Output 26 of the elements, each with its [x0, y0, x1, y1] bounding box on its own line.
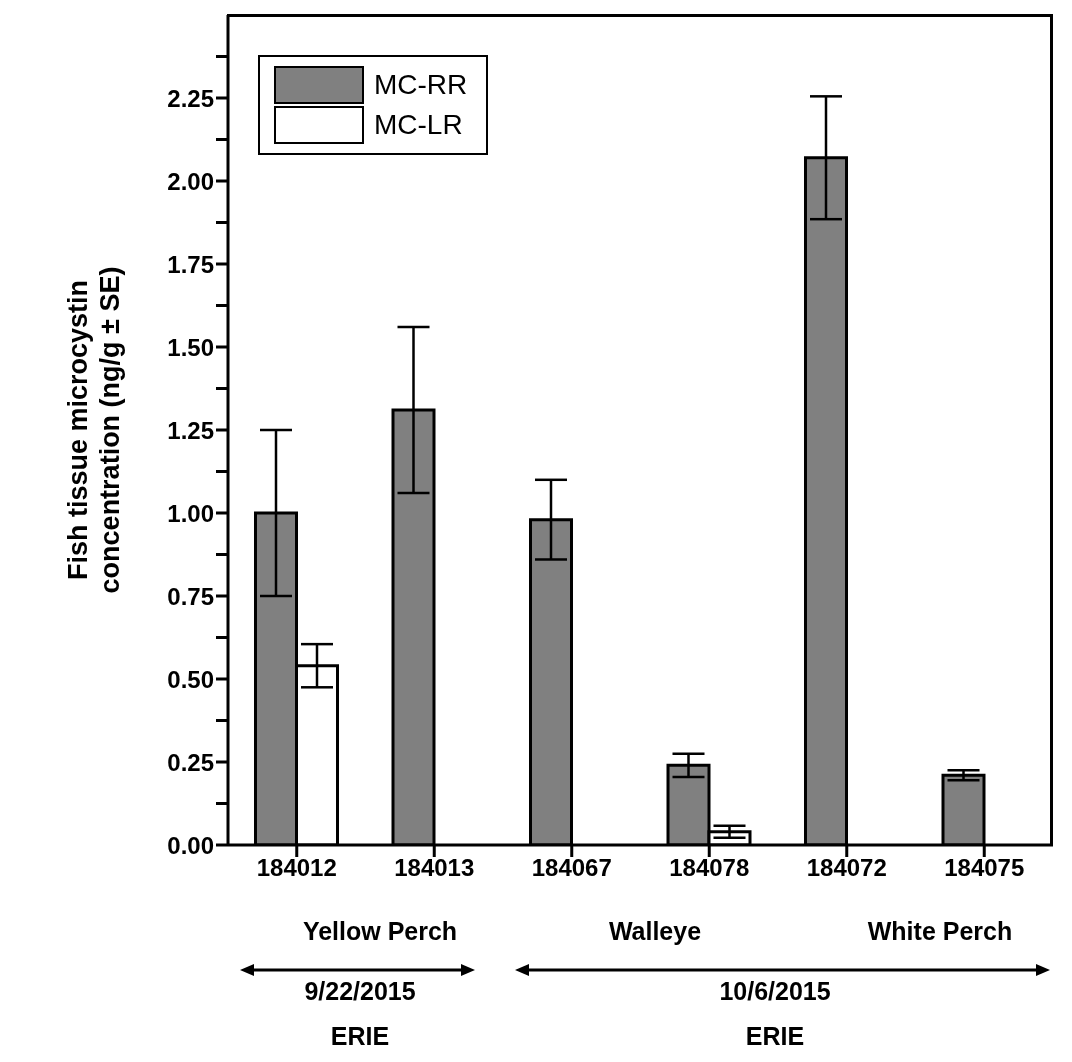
legend-label: MC-RR — [374, 69, 468, 101]
legend-label: MC-LR — [374, 109, 463, 141]
text: ERIE — [745, 1022, 805, 1050]
y-tick-label: 0.00 — [167, 831, 214, 859]
text: 10/6/2015 — [719, 977, 831, 1005]
y-tick-label: 0.25 — [167, 748, 214, 776]
x-tick-label: 184072 — [806, 854, 887, 882]
y-tick-label: 0.75 — [167, 582, 214, 610]
y-axis-title: Fish tissue microcystin concentration (ng/g ± SE) — [63, 266, 125, 594]
y-tick-label: 2.00 — [167, 167, 214, 195]
y-tick-label: 1.25 — [167, 416, 214, 444]
y-tick-label: 1.50 — [167, 333, 214, 361]
x-tick-label: 184075 — [944, 854, 1025, 882]
text: 9/22/2015 — [304, 977, 416, 1005]
y-tick-label: 1.00 — [167, 499, 214, 527]
text: Yellow Perch — [302, 917, 458, 945]
y-tick-label: 2.25 — [167, 84, 214, 112]
y-tick-label: 1.75 — [167, 250, 214, 278]
x-tick-label: 184078 — [669, 854, 750, 882]
text: White Perch — [867, 917, 1013, 945]
x-tick-label: 184013 — [394, 854, 475, 882]
text: Walleye — [608, 917, 702, 945]
y-tick-label: 0.50 — [167, 665, 214, 693]
text: ERIE — [330, 1022, 390, 1050]
x-tick-label: 184012 — [256, 854, 337, 882]
x-tick-label: 184067 — [531, 854, 612, 882]
